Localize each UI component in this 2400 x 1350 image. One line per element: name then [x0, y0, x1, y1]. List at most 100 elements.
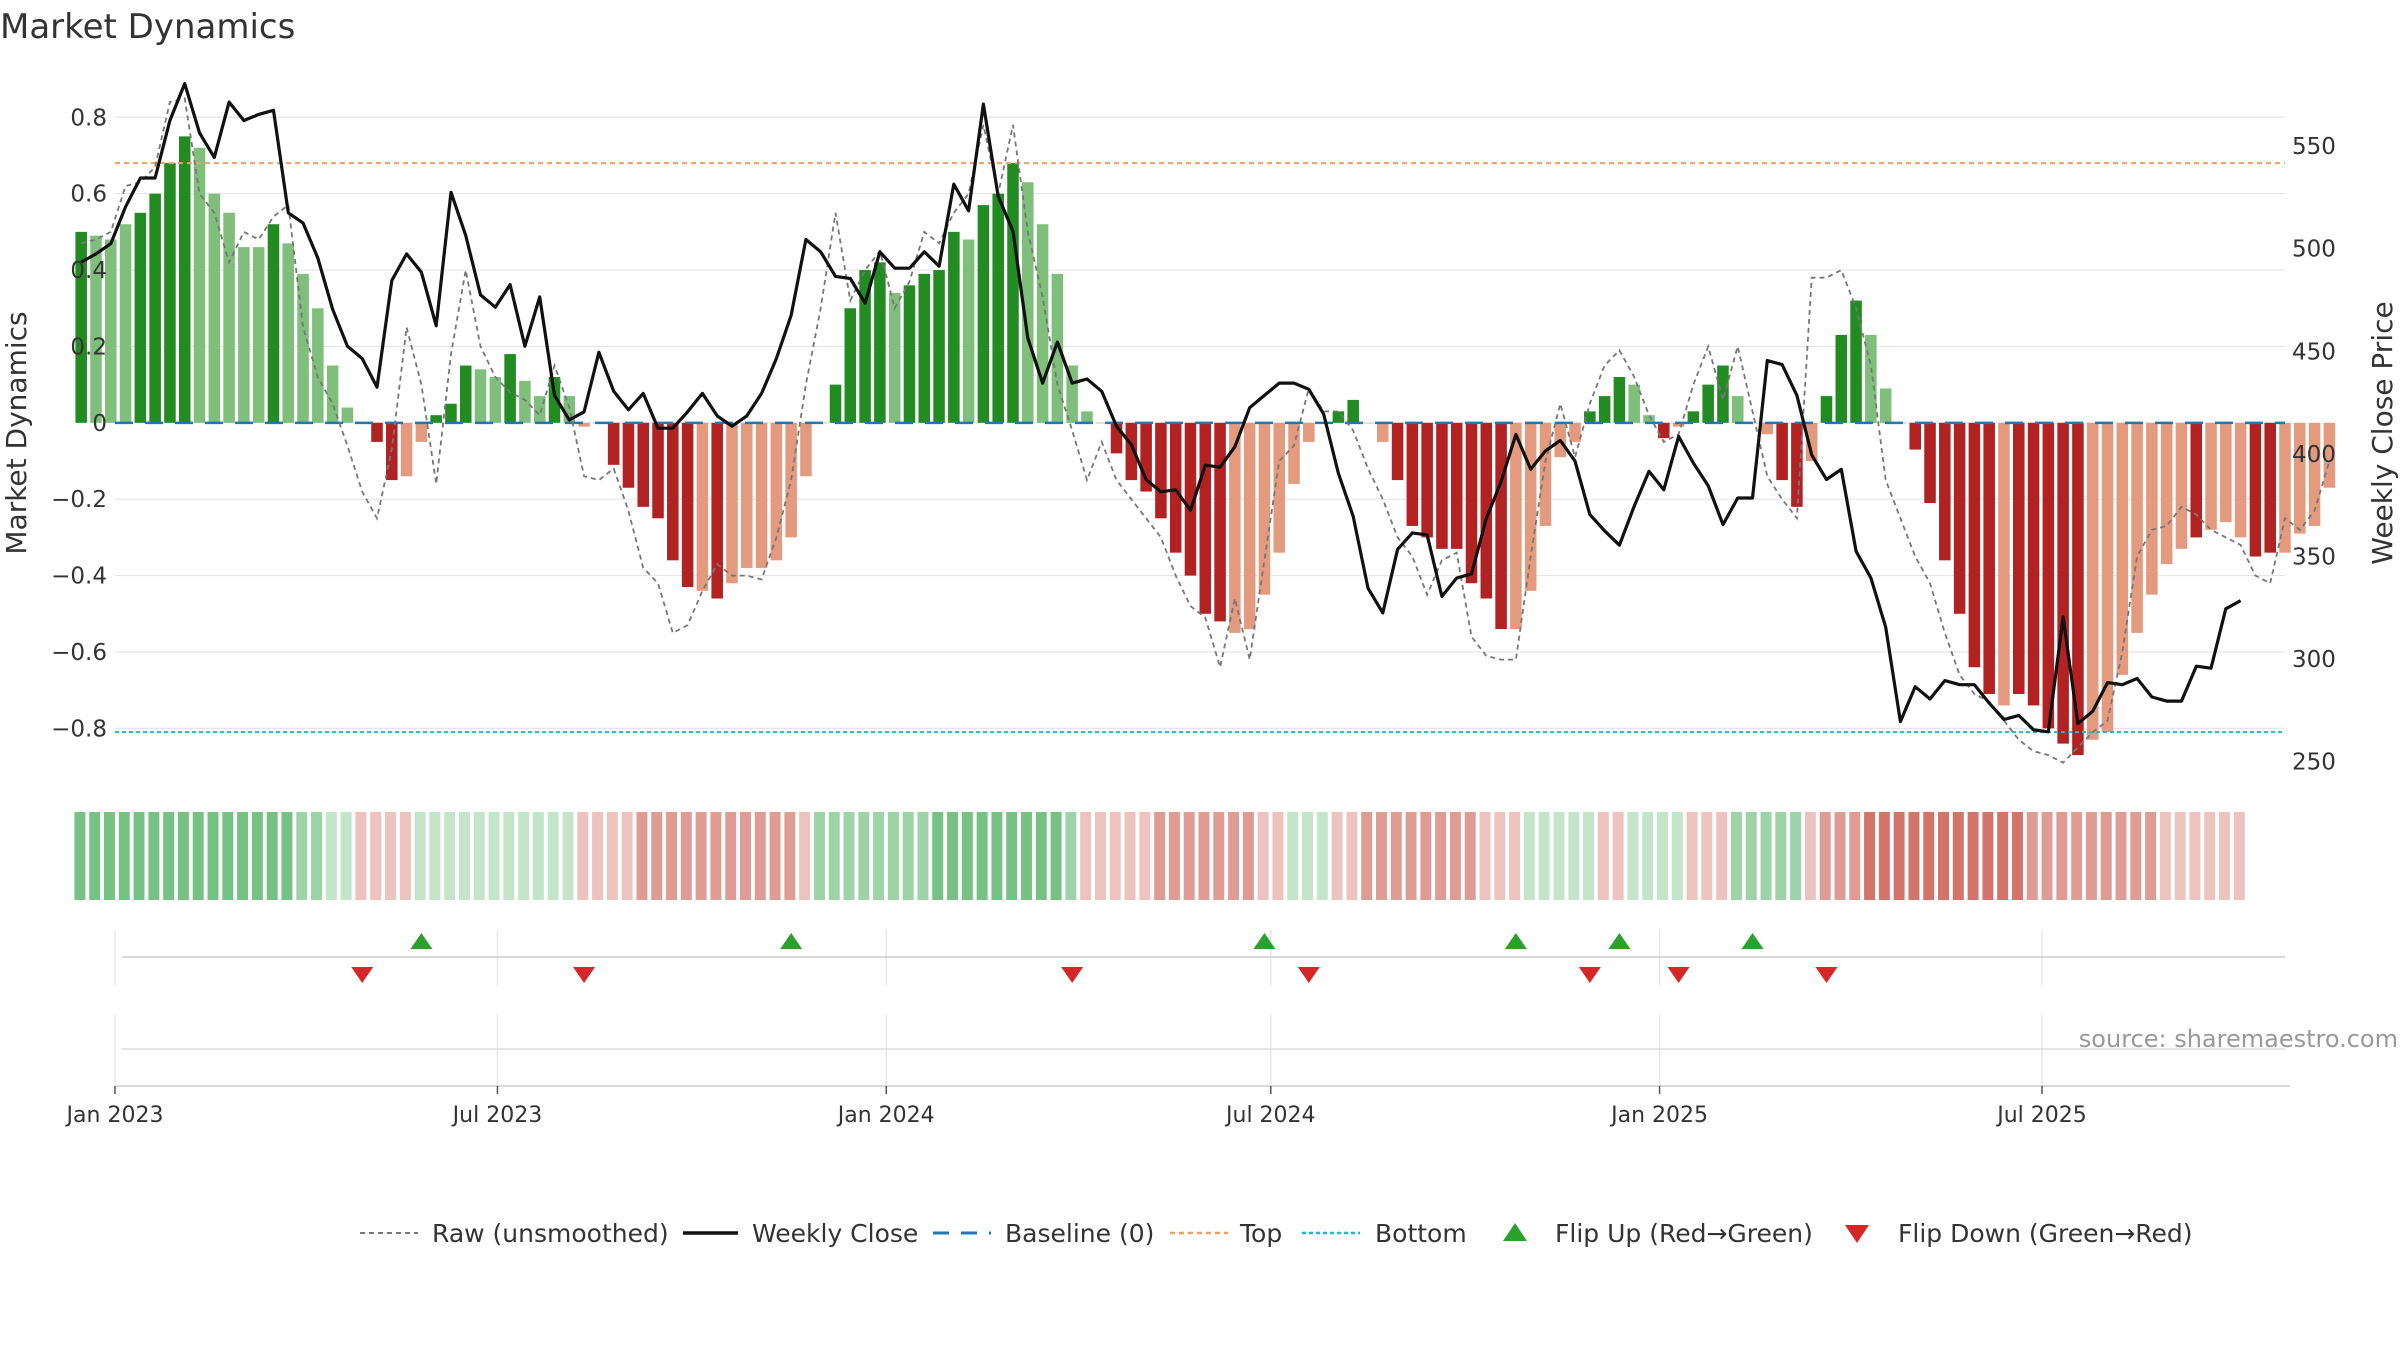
- regime-cell: [932, 812, 944, 900]
- regime-cell: [1361, 812, 1373, 900]
- dynamics-bar: [2012, 422, 2025, 694]
- regime-cell: [281, 812, 293, 900]
- dynamics-bar: [726, 422, 738, 584]
- dynamics-bar: [1125, 422, 1138, 481]
- regime-cell: [163, 812, 175, 900]
- regime-cell: [1864, 812, 1876, 900]
- regime-cell: [177, 812, 189, 900]
- y-tick-label: 0.8: [70, 105, 107, 131]
- dynamics-bar: [178, 136, 191, 423]
- regime-cell: [1449, 812, 1461, 900]
- legend-label: Top: [1239, 1219, 1282, 1248]
- regime-cell: [2145, 812, 2157, 900]
- dynamics-bar: [1303, 422, 1315, 442]
- dynamics-bar: [1598, 396, 1611, 423]
- dynamics-bar: [2323, 422, 2336, 488]
- regime-cell: [311, 812, 323, 900]
- y-tick-label: −0.4: [51, 564, 107, 590]
- dynamics-bar: [445, 403, 457, 423]
- legend-item-close: Weekly Close: [683, 1219, 918, 1248]
- dynamics-bar: [977, 205, 990, 423]
- dynamics-bar: [2027, 422, 2040, 706]
- dynamics-bar: [637, 422, 650, 507]
- dynamics-bar: [312, 308, 324, 423]
- regime-cell: [577, 812, 589, 900]
- dynamics-bar: [282, 243, 295, 423]
- regime-cell: [991, 812, 1003, 900]
- regime-cell: [414, 812, 426, 900]
- regime-cell: [1657, 812, 1668, 900]
- regime-cell: [1878, 812, 1890, 900]
- regime-cell: [1198, 812, 1210, 900]
- regime-cell: [148, 812, 160, 900]
- dynamics-bar: [2220, 422, 2232, 523]
- y-tick-label: 0.2: [70, 334, 107, 360]
- dynamics-bar: [1229, 422, 1241, 633]
- dynamics-bar: [134, 212, 147, 423]
- dynamics-bar: [164, 163, 176, 423]
- dynamics-bar: [1879, 388, 1892, 423]
- regime-cell: [518, 812, 530, 900]
- regime-cell: [2189, 812, 2201, 900]
- y2-axis-label: Weekly Close Price: [2366, 301, 2399, 564]
- dynamics-bar: [2190, 422, 2203, 538]
- y2-tick-label: 400: [2292, 442, 2336, 468]
- regime-cell: [769, 812, 781, 900]
- regime-cell: [2174, 812, 2186, 900]
- regime-cell: [2130, 812, 2142, 900]
- dynamics-bar: [1273, 422, 1286, 553]
- legend-item-flipup: Flip Up (Red→Green): [1503, 1219, 1813, 1248]
- regime-cell: [1139, 812, 1151, 900]
- regime-cell: [799, 812, 811, 900]
- flip-up-marker: [780, 933, 803, 949]
- regime-cell: [947, 812, 959, 900]
- dynamics-bar: [1658, 422, 1670, 439]
- dynamics-bar: [1243, 422, 1256, 630]
- dynamics-bar: [785, 422, 797, 538]
- dynamics-bar: [1628, 384, 1640, 423]
- regime-cell: [251, 812, 263, 900]
- legend: Raw (unsmoothed) Weekly Close Baseline (0)…: [360, 1219, 2193, 1248]
- flip-up-marker: [1608, 933, 1631, 949]
- y-tick-label: −0.8: [51, 716, 107, 742]
- dynamics-bar: [1022, 182, 1034, 423]
- x-tick-label: Jul 2024: [1224, 1103, 1316, 1128]
- dynamics-bar: [652, 422, 664, 519]
- regime-cell: [1065, 812, 1077, 900]
- regime-cell: [385, 812, 396, 900]
- dynamics-bar: [1939, 422, 1951, 561]
- dynamics-bar: [1687, 411, 1700, 423]
- dynamics-bar: [1036, 224, 1049, 423]
- regime-cell: [1997, 812, 2009, 900]
- legend-swatch: [1503, 1223, 1527, 1241]
- regime-cell: [917, 812, 929, 900]
- regime-cell: [74, 812, 86, 900]
- regime-cell: [828, 812, 840, 900]
- regime-cell: [1168, 812, 1180, 900]
- dynamics-bar: [1776, 422, 1788, 481]
- legend-label: Bottom: [1375, 1219, 1467, 1248]
- dynamics-bar: [2175, 422, 2188, 549]
- dynamics-bar: [2042, 422, 2055, 729]
- regime-cell: [813, 812, 825, 900]
- dynamics-bar: [1332, 411, 1345, 423]
- x-tick-label: Jan 2024: [836, 1103, 935, 1128]
- regime-cell: [887, 812, 899, 900]
- dynamics-bar: [1051, 273, 1064, 423]
- regime-cell: [503, 812, 515, 900]
- y-tick-label: 0: [92, 411, 107, 437]
- dynamics-bar: [149, 193, 161, 423]
- regime-cell: [1390, 812, 1402, 900]
- dynamics-bar: [1702, 384, 1714, 423]
- legend-label: Raw (unsmoothed): [432, 1219, 669, 1248]
- flip-up-marker: [410, 933, 433, 949]
- regime-cell: [1420, 812, 1432, 900]
- regime-cell: [1627, 812, 1639, 900]
- regime-cell: [1804, 812, 1816, 900]
- regime-cell: [2100, 812, 2112, 900]
- regime-cell: [1523, 812, 1535, 900]
- dynamics-bar: [1524, 422, 1537, 591]
- regime-cell: [1035, 812, 1047, 900]
- regime-cell: [1050, 812, 1062, 900]
- regime-cell: [1849, 812, 1861, 900]
